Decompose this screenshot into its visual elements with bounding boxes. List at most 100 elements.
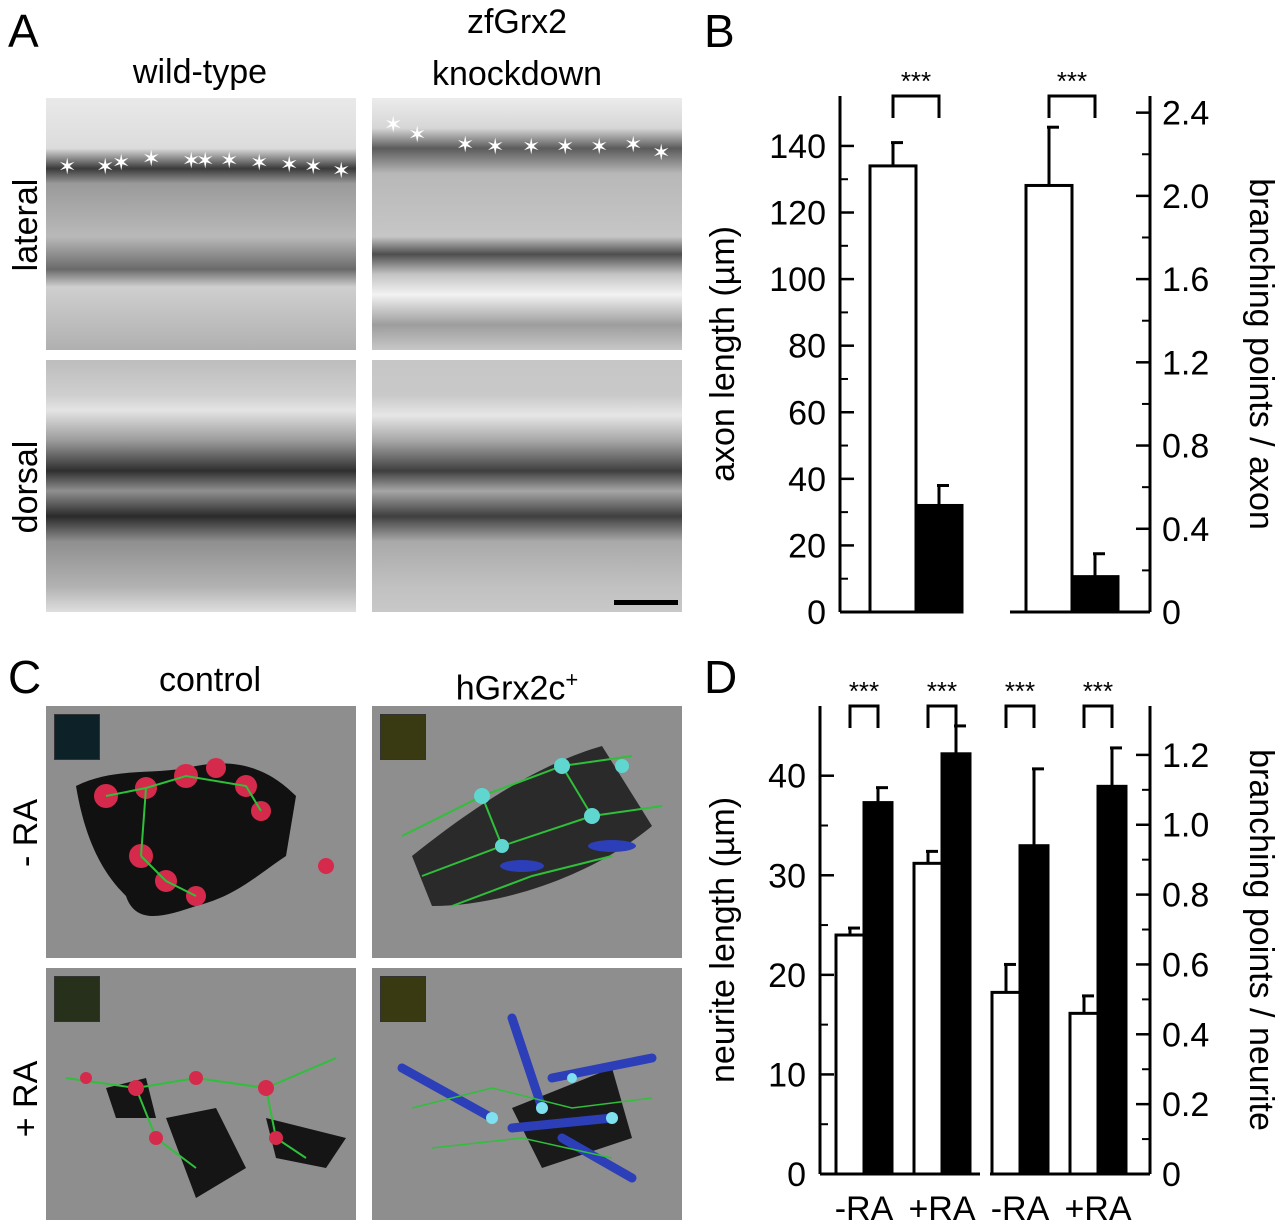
row-label-dorsal: dorsal xyxy=(7,440,45,534)
somite-star-marker: ✶ xyxy=(522,134,541,159)
panel-letter-d: D xyxy=(704,651,738,703)
right-axis-tick-label: 0 xyxy=(1162,1156,1181,1194)
right-axis-tick-label: 1.2 xyxy=(1162,737,1209,775)
column-title-wild-type: wild-type xyxy=(132,53,268,91)
somite-star-marker: ✶ xyxy=(652,140,671,165)
chart-d-neurite-length-and-branching: 0 10 20 30 40 neurite length (µm) 0 0.2 0.4 0.6 0.… xyxy=(704,680,1280,1228)
somite-star-marker: ✶ xyxy=(182,148,201,173)
bar-black xyxy=(862,801,894,1176)
column-title-knockdown-line2: knockdown xyxy=(431,55,603,93)
micrograph-lateral-knockdown: ✶ ✶ ✶ ✶ ✶ ✶ ✶ ✶ ✶ xyxy=(372,98,682,350)
right-axis-tick-label: 0.4 xyxy=(1162,511,1209,549)
panel-letter-c: C xyxy=(8,651,42,703)
left-axis-tick-label: 120 xyxy=(769,195,826,233)
column-title-control: control xyxy=(158,661,262,699)
right-axis-tick-label: 1.2 xyxy=(1162,344,1209,382)
inset-thumbnail xyxy=(54,976,100,1022)
column-title-hgrx2c: hGrx2c+ xyxy=(455,667,579,708)
micrograph-dorsal-wild-type xyxy=(46,360,356,612)
somite-star-marker: ✶ xyxy=(142,146,161,171)
right-axis-tick-label: 2.0 xyxy=(1162,178,1209,216)
bar-white xyxy=(1024,183,1074,614)
confocal-render-control-minus-ra xyxy=(46,706,356,958)
x-tick-label: -RA xyxy=(991,1190,1050,1228)
right-axis-tick-label: 1.6 xyxy=(1162,261,1209,299)
significance-bracket xyxy=(1082,704,1114,728)
right-axis-tick-label: 0.8 xyxy=(1162,428,1209,466)
cell-cluster-render xyxy=(397,1013,657,1183)
left-axis-tick-label: 80 xyxy=(788,328,826,366)
significance-label: *** xyxy=(1005,680,1035,706)
row-label-plus-ra: + RA xyxy=(7,1060,45,1138)
somite-star-marker: ✶ xyxy=(332,158,351,183)
somite-star-marker: ✶ xyxy=(624,132,643,157)
somite-star-marker: ✶ xyxy=(196,148,215,173)
somite-star-marker: ✶ xyxy=(304,154,323,179)
left-axis-tick-label: 10 xyxy=(768,1056,806,1094)
micrograph-dorsal-knockdown xyxy=(372,360,682,612)
significance-label: *** xyxy=(1083,680,1113,706)
confocal-render-control-plus-ra xyxy=(46,968,356,1220)
inset-thumbnail xyxy=(54,714,100,760)
somite-star-marker: ✶ xyxy=(590,134,609,159)
bar-white xyxy=(1068,1011,1100,1176)
inset-thumbnail xyxy=(380,976,426,1022)
cell-cluster-render xyxy=(76,758,334,916)
left-axis-tick-label: 20 xyxy=(788,527,826,565)
somite-star-marker: ✶ xyxy=(280,152,299,177)
left-axis-tick-label: 60 xyxy=(788,394,826,432)
bar-white xyxy=(990,990,1022,1176)
left-axis-tick-label: 0 xyxy=(787,1156,806,1194)
panel-letter-b: B xyxy=(704,5,735,57)
bar-black xyxy=(1018,844,1050,1176)
significance-label: *** xyxy=(927,680,957,706)
right-axis-label: branching points / axon xyxy=(1242,178,1280,530)
left-axis-tick-label: 30 xyxy=(768,857,806,895)
cell-cluster-render xyxy=(401,746,663,907)
scale-bar xyxy=(614,600,678,605)
significance-label: *** xyxy=(1057,66,1087,96)
significance-bracket xyxy=(848,704,880,728)
somite-star-marker: ✶ xyxy=(250,150,269,175)
somite-star-marker: ✶ xyxy=(456,132,475,157)
somite-star-marker: ✶ xyxy=(408,122,427,147)
right-axis-tick-label: 2.4 xyxy=(1162,95,1209,133)
micrograph-lateral-wild-type: ✶ ✶ ✶ ✶ ✶ ✶ ✶ ✶ ✶ ✶ ✶ xyxy=(46,98,356,350)
left-axis-tick-label: 40 xyxy=(768,758,806,796)
significance-bracket xyxy=(1047,94,1097,118)
significance-label: *** xyxy=(849,680,879,706)
left-axis-tick-label: 100 xyxy=(769,261,826,299)
cell-cluster-render xyxy=(65,1057,346,1198)
bar-black xyxy=(914,503,964,614)
confocal-render-hgrx2c-minus-ra xyxy=(372,706,682,958)
bar-black xyxy=(940,752,972,1176)
x-tick-label: +RA xyxy=(908,1190,975,1228)
panel-letter-a: A xyxy=(8,5,39,57)
somite-star-marker: ✶ xyxy=(384,112,403,137)
right-axis-tick-label: 0.4 xyxy=(1162,1016,1209,1054)
bar-white xyxy=(834,933,866,1176)
bar-white xyxy=(868,164,918,614)
confocal-render-hgrx2c-plus-ra xyxy=(372,968,682,1220)
inset-thumbnail xyxy=(380,714,426,760)
somite-star-marker: ✶ xyxy=(556,134,575,159)
right-axis-tick-label: 0 xyxy=(1162,594,1181,630)
chart-b-axon-length-and-branching: 0 20 40 60 80 100 120 140 axon length (µm) 0 0.4 0.… xyxy=(704,66,1280,630)
somite-star-marker: ✶ xyxy=(58,154,77,179)
left-axis-label: axon length (µm) xyxy=(704,226,742,482)
significance-bracket xyxy=(926,704,958,728)
significance-bracket xyxy=(1004,704,1036,728)
somite-star-marker: ✶ xyxy=(486,134,505,159)
somite-star-marker: ✶ xyxy=(220,148,239,173)
right-axis-label: branching points / neurite xyxy=(1242,749,1280,1131)
left-axis-tick-label: 140 xyxy=(769,128,826,166)
somite-star-marker: ✶ xyxy=(112,150,131,175)
somite-star-marker: ✶ xyxy=(96,154,115,179)
bar-white xyxy=(912,861,944,1176)
right-axis-tick-label: 1.0 xyxy=(1162,807,1209,845)
bar-black xyxy=(1070,575,1120,614)
column-title-knockdown-line1: zfGrx2 xyxy=(466,3,568,41)
bar-black xyxy=(1096,784,1128,1176)
x-tick-label: -RA xyxy=(835,1190,894,1228)
left-axis-tick-label: 40 xyxy=(788,461,826,499)
